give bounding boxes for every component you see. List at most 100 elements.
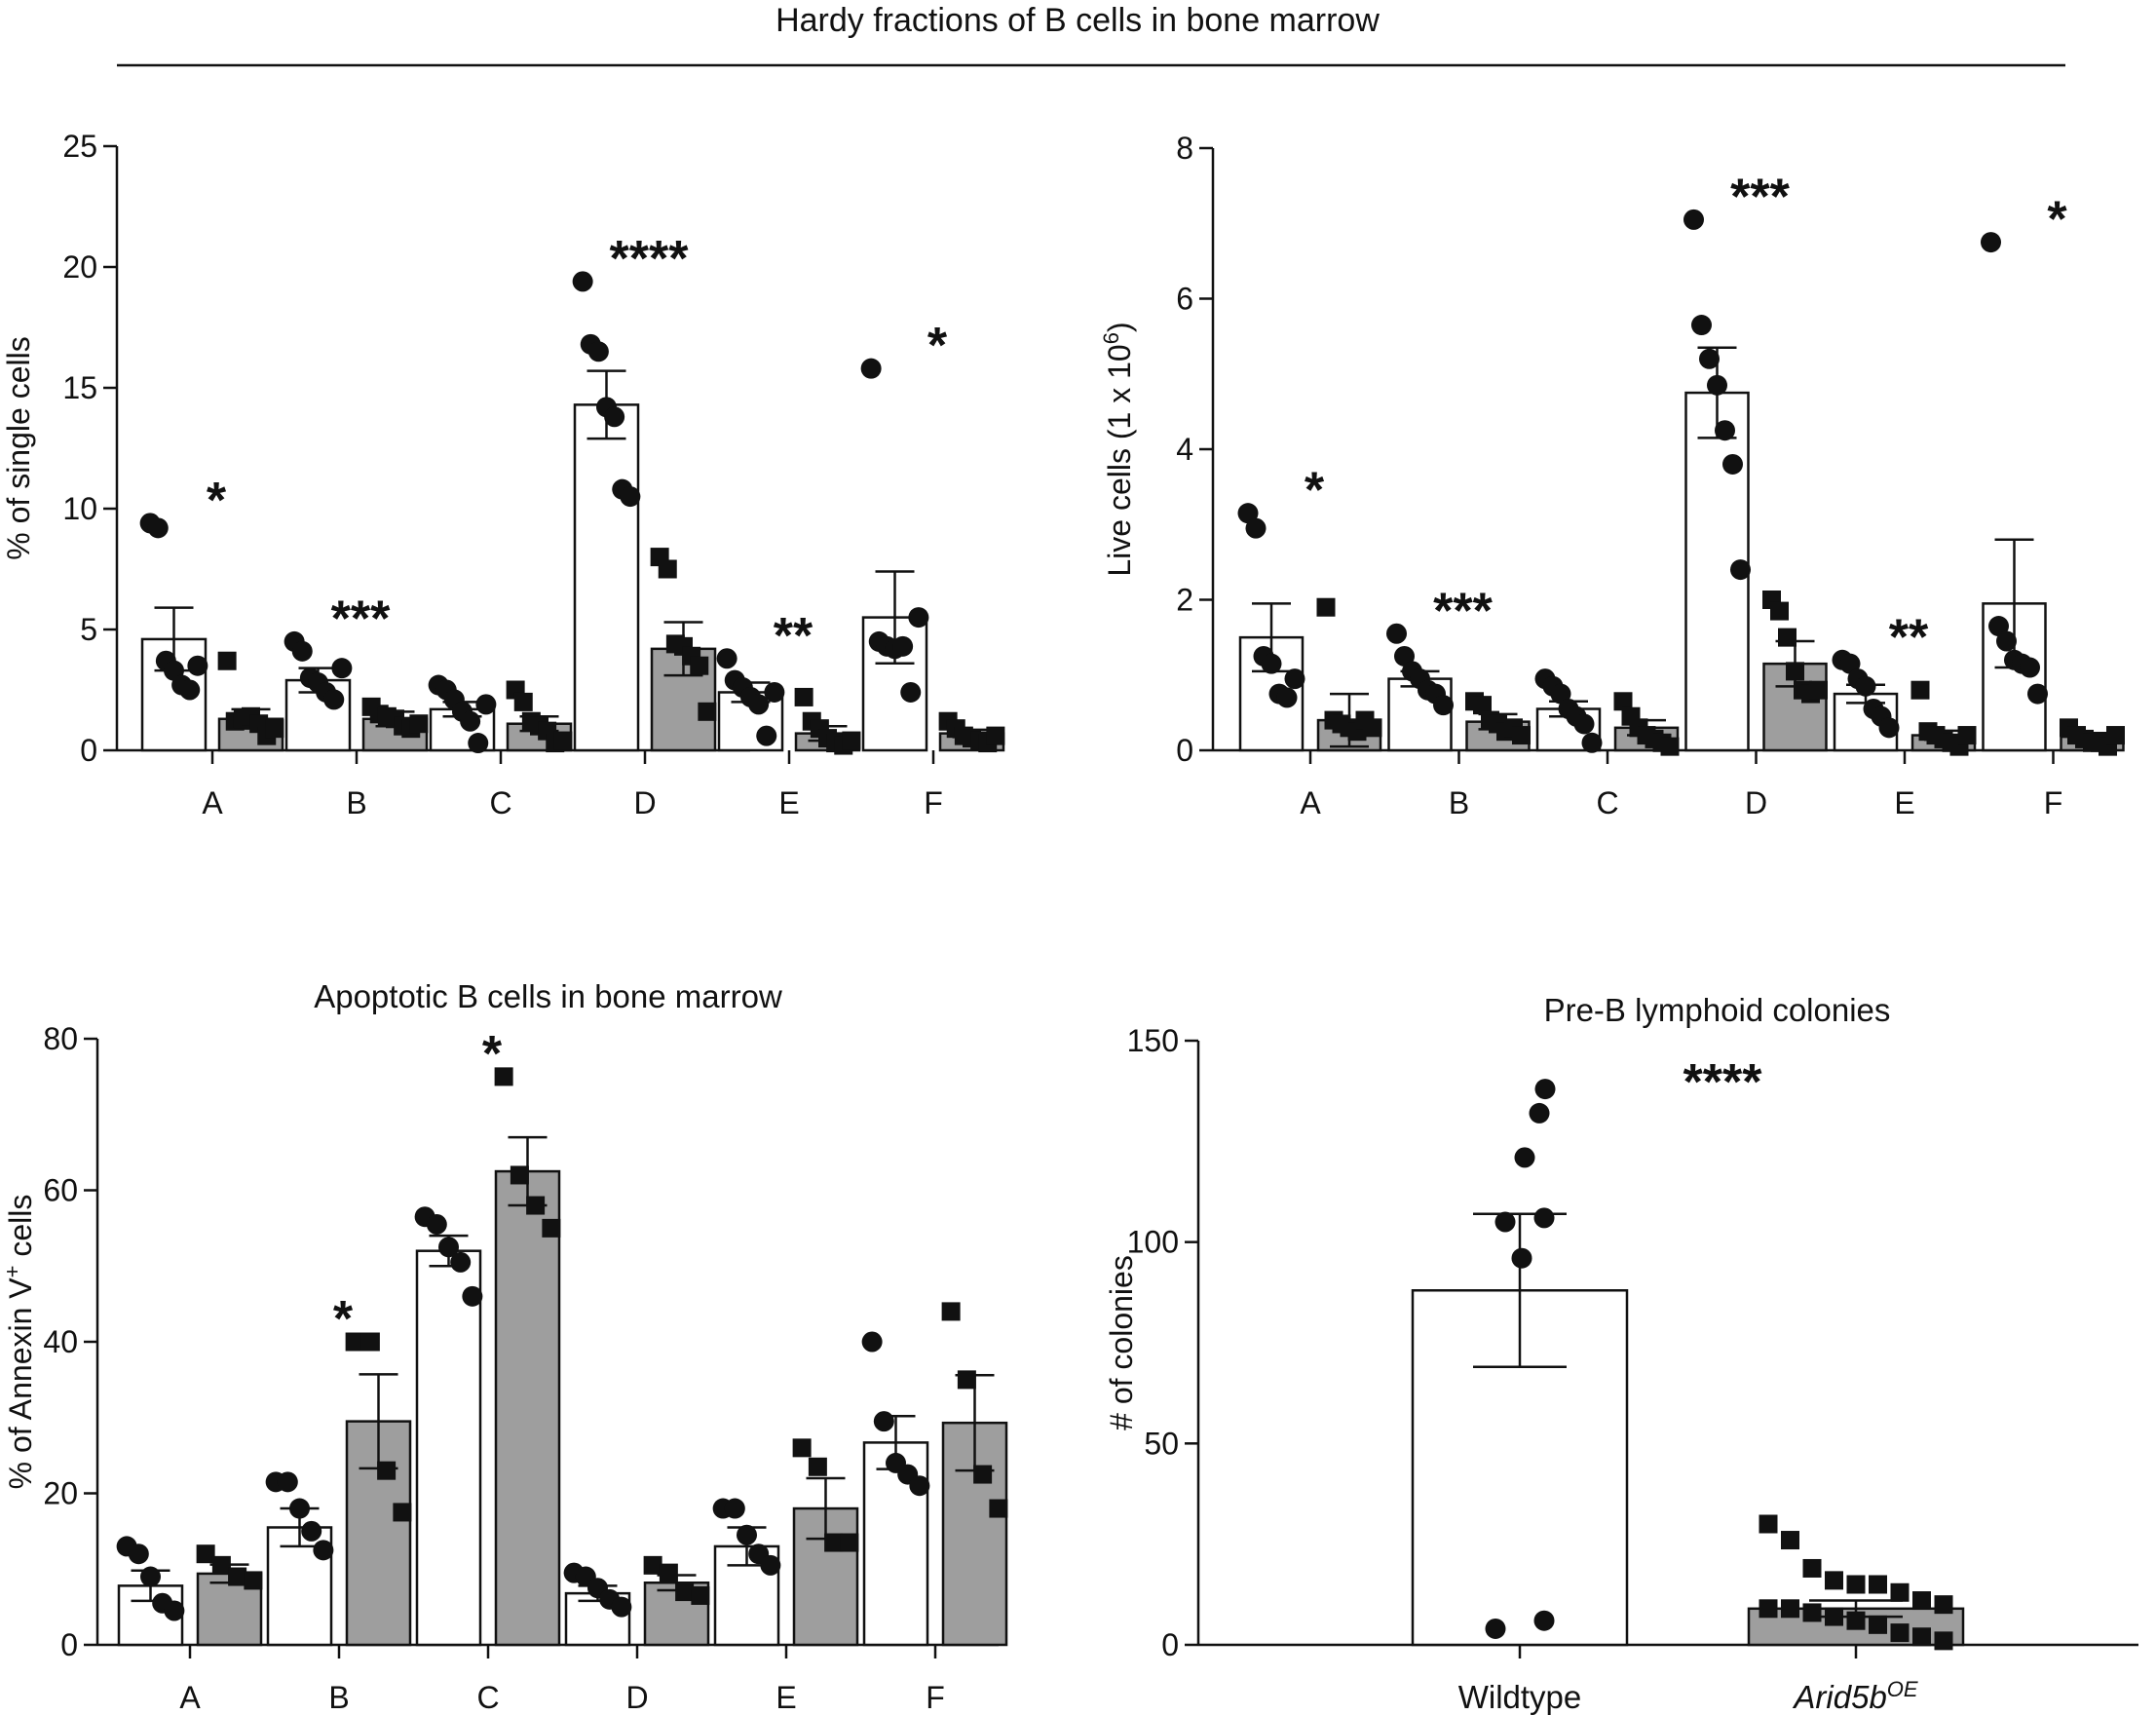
data-point — [510, 1165, 529, 1185]
significance-marker: ** — [774, 608, 813, 665]
data-point — [1550, 683, 1571, 705]
data-point — [1245, 517, 1267, 539]
data-point — [808, 1457, 827, 1476]
bar — [573, 403, 640, 752]
data-point — [345, 1332, 364, 1352]
data-point — [331, 658, 353, 679]
data-point — [360, 1332, 380, 1352]
x-tick-label: F — [926, 1680, 945, 1715]
x-tick-label: D — [625, 1680, 648, 1715]
data-point — [1473, 696, 1492, 715]
y-tick-label: 0 — [60, 1627, 78, 1662]
data-point — [1573, 713, 1595, 735]
data-point — [1529, 1102, 1550, 1124]
x-tick-label: D — [633, 785, 656, 820]
data-point — [860, 358, 882, 379]
y-axis-label-superscript: + — [0, 1266, 24, 1278]
data-point — [1957, 726, 1977, 745]
y-tick-label: 20 — [62, 249, 97, 285]
significance-marker: * — [2047, 192, 2067, 248]
data-point — [1869, 1615, 1887, 1634]
y-tick-label: 80 — [43, 1021, 78, 1056]
data-point — [1722, 453, 1743, 475]
data-point — [1316, 597, 1336, 617]
data-point — [909, 1475, 930, 1497]
x-tick-label: E — [778, 785, 799, 820]
data-point — [1730, 559, 1751, 581]
data-point — [323, 689, 345, 710]
data-point — [265, 719, 284, 739]
data-point — [217, 651, 237, 670]
significance-marker: *** — [1730, 169, 1790, 225]
x-tick-label-superscript: OE — [1887, 1677, 1918, 1701]
data-point — [164, 1600, 185, 1621]
y-tick-label: 4 — [1176, 432, 1193, 467]
data-point — [1533, 1207, 1555, 1229]
y-tick-label: 6 — [1176, 282, 1193, 317]
data-point — [611, 1596, 632, 1618]
x-tick-label: C — [476, 1680, 499, 1715]
data-point — [675, 1582, 695, 1602]
data-point — [438, 1237, 459, 1258]
data-point — [659, 1563, 678, 1582]
data-point — [1802, 1603, 1822, 1622]
data-point — [1825, 1607, 1843, 1626]
chart-title: Pre-B lymphoid colonies — [1544, 992, 1891, 1028]
panel-colonies-chart: Pre-B lymphoid colonies 0 50 100 150 # of col… — [1104, 992, 2138, 1715]
data-point — [426, 1213, 447, 1235]
y-axis-label: % of single cells — [1, 336, 36, 559]
data-point — [1691, 315, 1712, 336]
data-point — [873, 1411, 894, 1432]
data-point — [409, 714, 429, 734]
data-point — [1996, 630, 2017, 652]
data-point — [1581, 732, 1603, 753]
x-tick-label: C — [489, 785, 511, 820]
x-tick-label: B — [328, 1680, 349, 1715]
chart-title: Apoptotic B cells in bone marrow — [314, 978, 782, 1014]
data-point — [892, 635, 914, 657]
data-point — [1988, 616, 2009, 637]
data-point — [1912, 1591, 1931, 1611]
data-point — [1910, 680, 1930, 700]
data-point — [1261, 653, 1282, 674]
data-point — [1878, 717, 1900, 739]
y-tick-label: 40 — [43, 1324, 78, 1359]
data-point — [393, 1503, 412, 1522]
data-point — [1237, 503, 1259, 524]
data-point — [1912, 1627, 1931, 1647]
data-point — [1363, 718, 1382, 738]
y-tick-label: 5 — [80, 612, 97, 647]
y-tick-label: 0 — [80, 733, 97, 768]
data-point — [824, 1533, 844, 1552]
data-point — [691, 1585, 710, 1605]
data-point — [211, 1555, 231, 1575]
significance-marker: ** — [1889, 609, 1929, 666]
x-tick-label: Wildtype — [1458, 1679, 1582, 1715]
x-tick-label: A — [179, 1680, 201, 1715]
data-point — [1846, 1611, 1866, 1630]
data-point — [277, 1471, 298, 1493]
data-point — [794, 687, 813, 706]
x-tick-label: C — [1596, 785, 1618, 820]
data-point — [1934, 1595, 1953, 1615]
y-axis-label: # of colonies — [1104, 1255, 1139, 1430]
significance-marker: * — [482, 1026, 503, 1083]
y-axis-label-suffix: ) — [1102, 322, 1137, 332]
data-point — [1284, 668, 1305, 690]
data-point — [513, 692, 533, 711]
data-point — [1934, 1631, 1953, 1651]
bar — [415, 1249, 482, 1647]
data-point — [572, 271, 593, 292]
data-point — [620, 486, 641, 508]
data-point — [690, 656, 709, 675]
data-point — [908, 607, 929, 629]
x-tick-label: A — [1300, 785, 1321, 820]
data-point — [957, 1370, 976, 1390]
bar — [494, 1169, 561, 1647]
data-point — [1778, 628, 1797, 647]
data-point — [1890, 1623, 1910, 1643]
x-tick-label: E — [775, 1680, 796, 1715]
data-point — [986, 726, 1005, 745]
data-point — [179, 679, 201, 701]
data-point — [861, 1331, 883, 1353]
